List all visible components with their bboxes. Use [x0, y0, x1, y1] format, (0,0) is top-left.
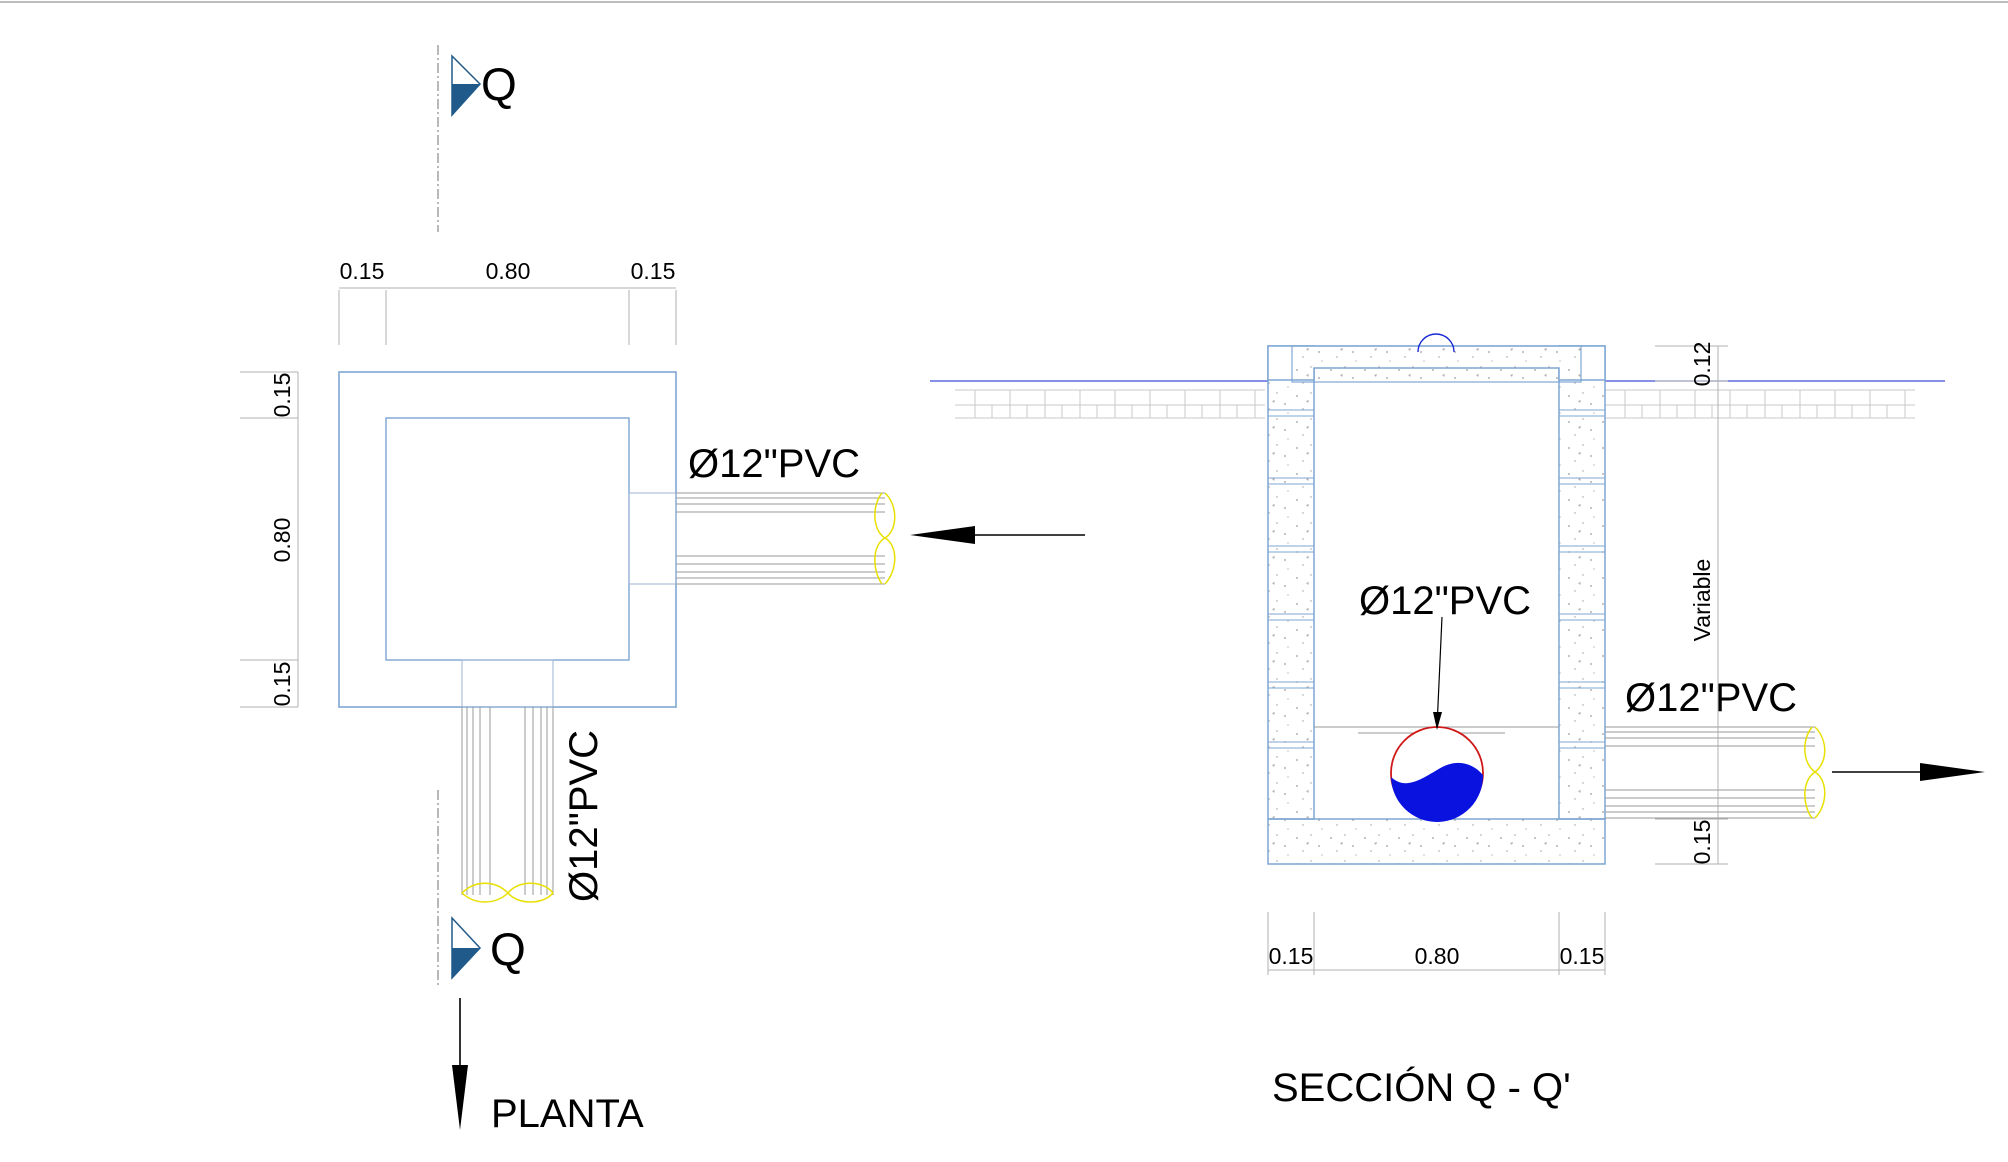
section-marker-bottom-label: Q [490, 923, 526, 975]
section-dim-right-mid: Variable [1689, 559, 1715, 642]
section-lid-handle-icon [1417, 333, 1455, 353]
plan-view-arrow-head [452, 1065, 468, 1130]
plan-title: PLANTA [491, 1092, 644, 1136]
plan-dim-top-left: 0.15 [340, 258, 385, 284]
plan-inlet-pipe-label: Ø12"PVC [688, 442, 860, 486]
plan-flow-arrow-head [910, 526, 975, 544]
section-flow-arrow-head [1920, 763, 1985, 781]
plan-dim-left-mid: 0.80 [269, 518, 295, 563]
plan-outlet-pipe-end [461, 882, 554, 903]
section-pipe-leader [1436, 616, 1443, 728]
section-dim-right-top: 0.12 [1689, 342, 1715, 387]
section-marker-top-fill [452, 84, 480, 115]
section-lid-slab [1291, 345, 1582, 383]
section-outlet-pipe-end [1804, 726, 1826, 819]
section-outlet-pipe [1605, 726, 1815, 819]
section-base-slab [1267, 818, 1606, 865]
plan-top-dimensions [338, 287, 677, 345]
section-pipe-inner-label: Ø12"PVC [1359, 579, 1531, 623]
plan-outlet-pipe [461, 707, 554, 895]
plan-left-dimensions [240, 371, 299, 708]
section-wall-courses [1268, 409, 1605, 749]
plan-inlet-pipe-wall [628, 492, 677, 585]
section-right-dimensions [1655, 345, 1728, 865]
plan-outlet-pipe-label: Ø12"PVC [562, 730, 606, 902]
section-pipe-outlet-label: Ø12"PVC [1625, 676, 1797, 720]
section-marker-bottom-fill [452, 948, 480, 978]
plan-view: Q 0.15 0.80 0.15 0.15 0.80 0.15 [240, 45, 1085, 1136]
section-view: Ø12"PVC Ø12"PVC 0.12 Variable 0.1 [930, 333, 1985, 1110]
plan-dim-top-right: 0.15 [631, 258, 676, 284]
plan-inlet-pipe [676, 492, 885, 585]
section-pipe-water [1391, 762, 1484, 822]
soil-hatch-left [955, 389, 1265, 419]
plan-dim-top-mid: 0.80 [486, 258, 531, 284]
plan-outlet-pipe-wall [461, 659, 554, 708]
section-bottom-dimensions [1267, 912, 1606, 975]
section-dim-bottom-mid: 0.80 [1415, 943, 1460, 969]
section-dim-bottom-right: 0.15 [1560, 943, 1605, 969]
plan-dim-left-top: 0.15 [269, 373, 295, 418]
section-marker-top-label: Q [481, 58, 517, 110]
section-dim-right-bottom: 0.15 [1689, 820, 1715, 865]
plan-inlet-pipe-end [874, 492, 896, 585]
plan-dim-left-bottom: 0.15 [269, 662, 295, 707]
plan-box-outer [338, 371, 677, 708]
section-pipe-leader-head [1433, 712, 1442, 730]
section-wall-right [1558, 345, 1606, 820]
soil-hatch-right [1605, 389, 1915, 419]
section-title: SECCIÓN Q - Q' [1272, 1065, 1571, 1110]
section-dim-bottom-left: 0.15 [1269, 943, 1314, 969]
